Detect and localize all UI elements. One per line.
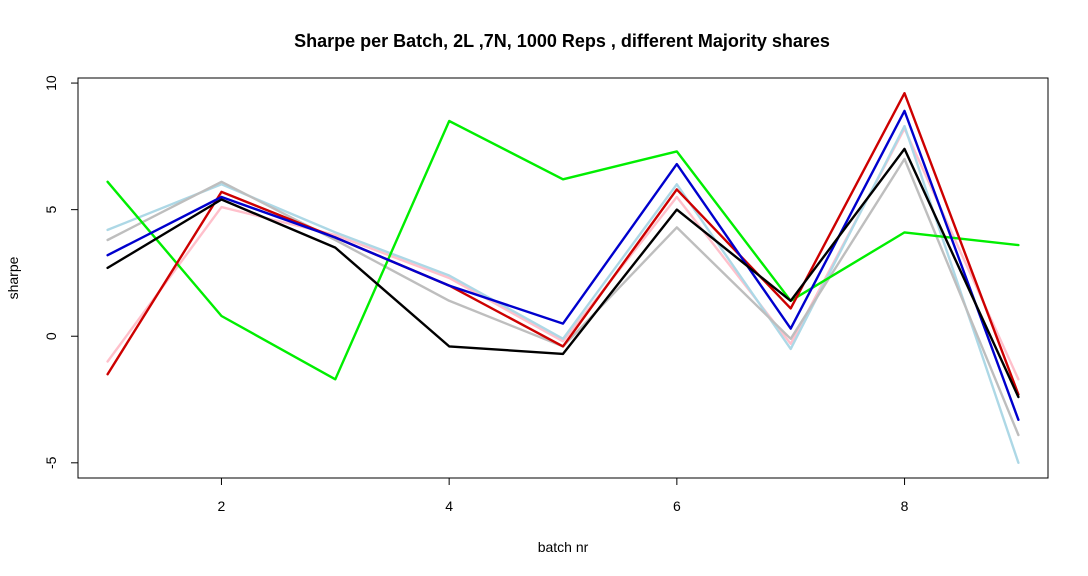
y-tick-label: 0 [43,332,59,340]
y-tick-label: -5 [43,456,59,469]
series-line-6 [106,109,1020,421]
y-tick-label: 10 [43,75,59,91]
x-axis: 2 4 6 8 [218,477,909,514]
plot-frame [77,77,1049,479]
series-line-2 [106,124,1020,464]
series-line-5 [106,91,1020,396]
x-tick-label: 6 [673,498,681,514]
chart-title: Sharpe per Batch, 2L ,7N, 1000 Reps , di… [294,31,830,51]
y-tick-label: 5 [43,206,59,214]
x-tick-label: 8 [901,498,909,514]
x-tick-label: 4 [445,498,453,514]
y-axis: -5 0 5 10 [43,75,79,469]
x-axis-label: batch nr [538,539,589,555]
series-line-1 [106,127,1020,381]
y-axis-label: sharpe [5,256,21,299]
series-line-4 [106,119,1020,381]
series-line-7 [106,147,1020,399]
x-tick-label: 2 [218,498,226,514]
series-lines [106,91,1020,464]
